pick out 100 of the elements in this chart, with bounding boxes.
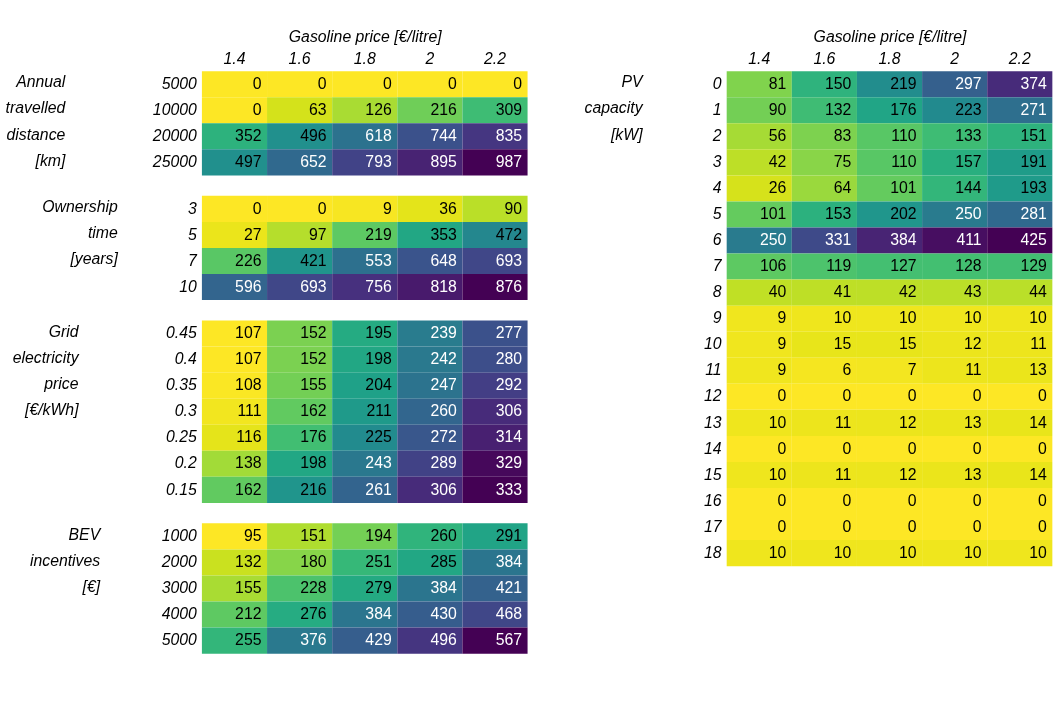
data-label: 151 bbox=[1020, 126, 1047, 144]
data-label: 119 bbox=[826, 257, 852, 275]
data-label: 0 bbox=[842, 517, 852, 535]
y-tick-label: 2 bbox=[711, 126, 722, 144]
data-label: 567 bbox=[495, 631, 522, 649]
data-label: 191 bbox=[1020, 153, 1047, 170]
data-label: 10 bbox=[898, 543, 917, 561]
data-label: 0 bbox=[907, 387, 917, 405]
data-label: 10 bbox=[1029, 543, 1047, 561]
data-label: 13 bbox=[1029, 361, 1047, 379]
data-label: 260 bbox=[430, 527, 458, 545]
y-tick-label: 1000 bbox=[161, 527, 197, 545]
y-tick-label: 11 bbox=[705, 361, 722, 379]
data-label: 250 bbox=[759, 231, 787, 249]
data-label: 429 bbox=[365, 631, 392, 649]
x-axis-title: Gasoline price [€/litre] bbox=[288, 27, 443, 45]
data-label: 411 bbox=[956, 231, 982, 249]
data-label: 0 bbox=[907, 439, 917, 457]
data-label: 693 bbox=[495, 251, 523, 269]
data-label: 0 bbox=[777, 387, 787, 405]
data-label: 10 bbox=[1029, 309, 1047, 327]
data-label: 132 bbox=[825, 100, 852, 118]
data-label: 107 bbox=[235, 350, 262, 368]
data-label: 281 bbox=[1020, 205, 1047, 223]
data-label: 6 bbox=[842, 361, 852, 379]
data-label: 14 bbox=[1029, 465, 1047, 483]
data-label: 0 bbox=[972, 387, 982, 405]
y-axis-title: Grid electricity price [€/kWh] bbox=[12, 322, 80, 418]
data-label: 648 bbox=[430, 251, 458, 269]
data-label: 27 bbox=[243, 225, 262, 243]
data-label: 0 bbox=[777, 439, 787, 457]
y-axis-title: Annual travelled distance [km] bbox=[5, 73, 67, 169]
x-tick-label: 1.6 bbox=[288, 50, 311, 68]
x-tick-label: 1.8 bbox=[878, 50, 901, 68]
data-label: 876 bbox=[495, 277, 523, 295]
data-label: 42 bbox=[768, 153, 787, 170]
data-label: 12 bbox=[898, 465, 917, 483]
data-label: 228 bbox=[300, 579, 327, 597]
x-tick-label: 2.2 bbox=[1007, 50, 1031, 68]
data-label: 90 bbox=[504, 199, 523, 217]
data-label: 63 bbox=[309, 100, 327, 118]
data-label: 291 bbox=[495, 527, 523, 545]
y-tick-label: 0.4 bbox=[174, 350, 197, 368]
data-label: 9 bbox=[777, 335, 787, 353]
data-label: 101 bbox=[890, 179, 917, 197]
data-label: 352 bbox=[235, 126, 262, 144]
y-tick-label: 6 bbox=[712, 231, 722, 249]
data-label: 193 bbox=[1020, 179, 1047, 197]
x-tick-label: 1.8 bbox=[353, 50, 376, 68]
data-label: 309 bbox=[495, 100, 523, 118]
data-label: 202 bbox=[890, 205, 917, 223]
x-tick-label: 1.6 bbox=[813, 50, 836, 68]
data-label: 11 bbox=[834, 413, 852, 431]
data-label: 162 bbox=[300, 402, 327, 420]
data-label: 306 bbox=[495, 402, 523, 420]
data-label: 41 bbox=[833, 283, 852, 301]
data-label: 107 bbox=[235, 324, 262, 342]
y-tick-label: 4000 bbox=[161, 605, 197, 623]
data-label: 793 bbox=[365, 153, 392, 170]
y-tick-label: 15 bbox=[703, 465, 722, 483]
data-label: 13 bbox=[964, 413, 982, 431]
y-tick-label: 2000 bbox=[160, 553, 197, 571]
data-label: 75 bbox=[833, 153, 852, 170]
data-label: 13 bbox=[964, 465, 982, 483]
data-label: 180 bbox=[300, 553, 327, 571]
data-label: 618 bbox=[365, 126, 392, 144]
data-label: 9 bbox=[777, 309, 787, 327]
data-label: 251 bbox=[365, 553, 392, 571]
data-label: 226 bbox=[235, 251, 262, 269]
data-label: 44 bbox=[1029, 283, 1047, 301]
data-label: 987 bbox=[495, 153, 522, 170]
y-axis-title: PV capacity [kW] bbox=[584, 73, 645, 143]
data-label: 818 bbox=[430, 277, 458, 295]
y-tick-label: 0.35 bbox=[166, 376, 197, 394]
y-tick-label: 0.15 bbox=[166, 480, 197, 498]
data-label: 384 bbox=[495, 553, 523, 571]
data-label: 11 bbox=[1030, 335, 1047, 353]
data-label: 64 bbox=[833, 179, 852, 197]
data-label: 277 bbox=[495, 324, 522, 342]
data-label: 0 bbox=[252, 100, 262, 118]
data-label: 11 bbox=[965, 361, 982, 379]
data-label: 129 bbox=[1020, 257, 1047, 275]
data-label: 155 bbox=[300, 376, 327, 394]
data-label: 155 bbox=[235, 579, 262, 597]
data-label: 835 bbox=[495, 126, 523, 144]
data-label: 652 bbox=[300, 153, 327, 170]
data-label: 153 bbox=[825, 205, 852, 223]
data-label: 10 bbox=[768, 413, 787, 431]
data-label: 15 bbox=[898, 335, 917, 353]
data-label: 242 bbox=[430, 350, 457, 368]
data-label: 496 bbox=[300, 126, 327, 144]
data-label: 276 bbox=[300, 605, 327, 623]
data-label: 36 bbox=[439, 199, 458, 217]
data-label: 126 bbox=[365, 100, 392, 118]
data-label: 0 bbox=[842, 491, 852, 509]
y-tick-label: 9 bbox=[712, 309, 722, 327]
data-label: 0 bbox=[1037, 387, 1047, 405]
data-label: 331 bbox=[825, 231, 852, 249]
y-tick-label: 17 bbox=[703, 517, 723, 535]
y-tick-label: 0.2 bbox=[174, 454, 197, 472]
